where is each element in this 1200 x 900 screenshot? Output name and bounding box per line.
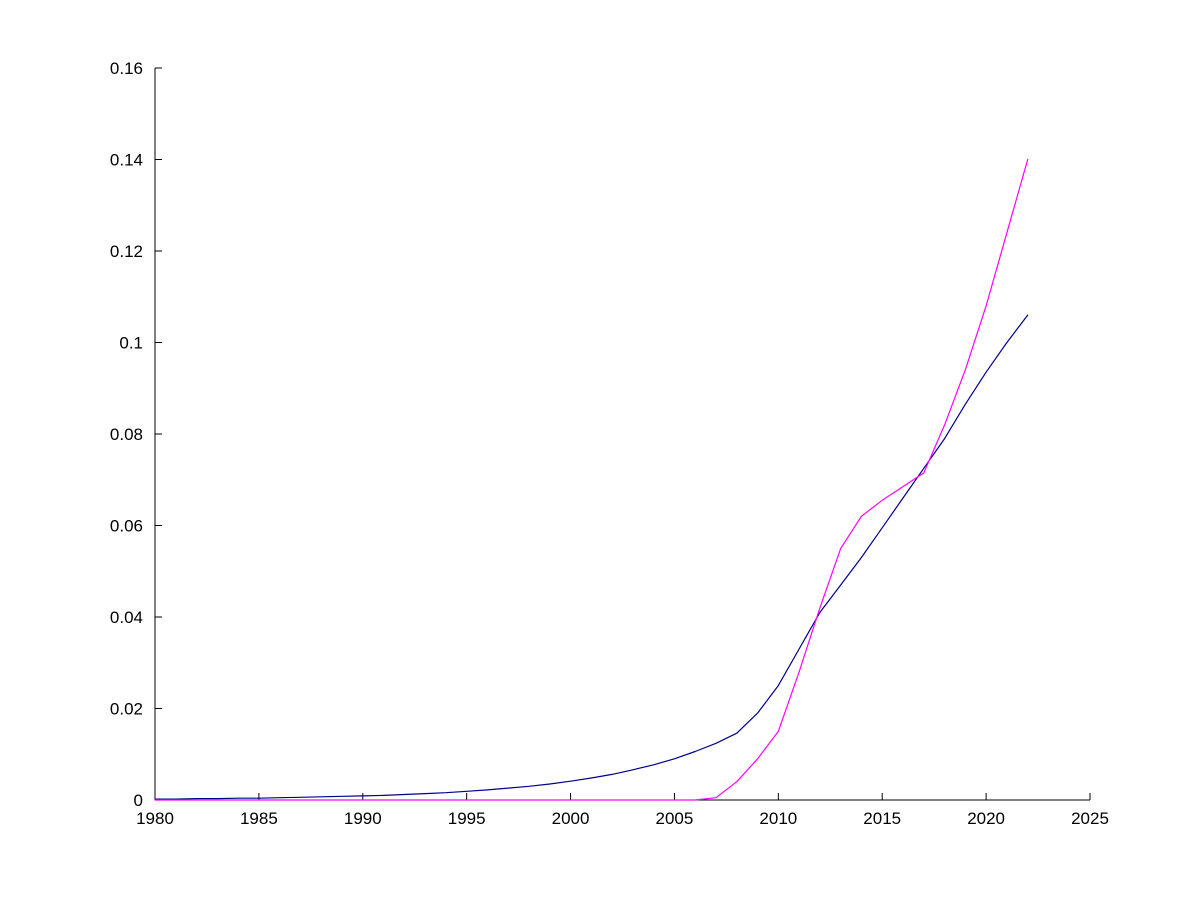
y-tick-label: 0 <box>134 791 143 810</box>
x-tick-label: 2010 <box>759 809 797 828</box>
y-tick-label: 0.12 <box>110 242 143 261</box>
x-tick-label: 2000 <box>552 809 590 828</box>
x-tick-label: 1980 <box>136 809 174 828</box>
y-tick-label: 0.1 <box>119 334 143 353</box>
y-tick-label: 0.06 <box>110 517 143 536</box>
y-tick-label: 0.14 <box>110 151 143 170</box>
observed-data-curve-line <box>154 158 1029 801</box>
y-tick-label: 0.08 <box>110 425 143 444</box>
x-tick-label: 2005 <box>656 809 694 828</box>
x-tick-label: 2015 <box>863 809 901 828</box>
x-tick-label: 2020 <box>967 809 1005 828</box>
y-tick-label: 0.16 <box>110 59 143 78</box>
smooth-model-curve-line <box>154 314 1029 800</box>
x-tick-label: 1985 <box>240 809 278 828</box>
x-tick-label: 2025 <box>1071 809 1109 828</box>
y-tick-label: 0.02 <box>110 700 143 719</box>
y-tick-label: 0.04 <box>110 608 143 627</box>
x-tick-label: 1990 <box>344 809 382 828</box>
x-tick-label: 1995 <box>448 809 486 828</box>
